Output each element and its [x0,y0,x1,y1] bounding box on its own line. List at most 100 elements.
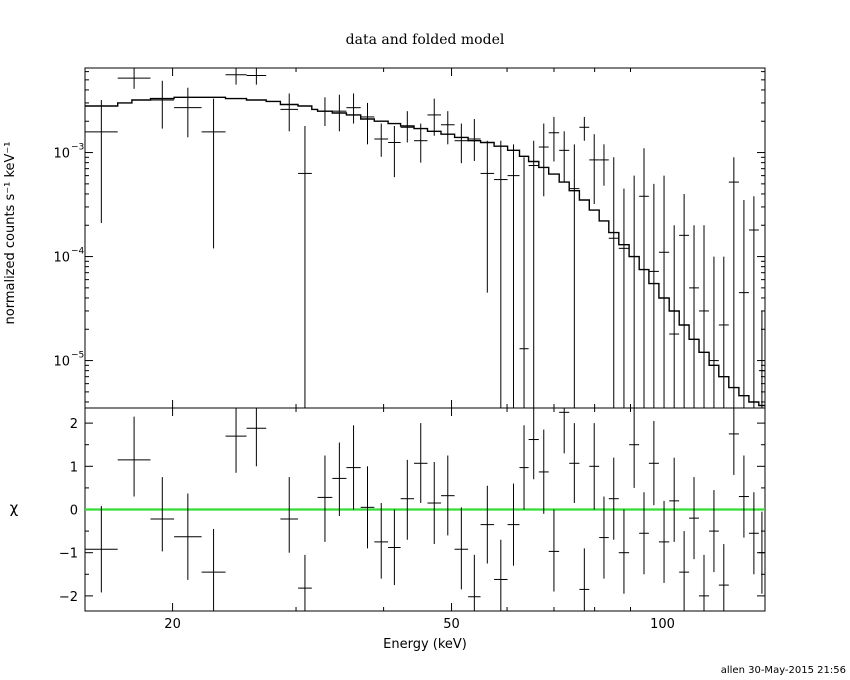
bottom-data-point [519,425,529,510]
top-data-point [689,225,699,408]
top-data-point [579,116,590,141]
x-tick-label: 100 [650,617,675,632]
top-data-point [117,68,151,89]
top-data-point [728,157,739,408]
bottom-data-point [538,429,549,514]
top-data-point [454,123,469,164]
bottom-data-point [201,528,226,611]
bottom-data-point [618,509,630,594]
top-data-point [174,87,202,138]
bottom-data-point [548,509,560,592]
top-data-point [698,225,710,408]
bottom-data-point [388,509,401,586]
bottom-data-point [648,420,659,506]
top-data-point [709,256,719,408]
top-data-point [414,123,428,163]
bottom-data-point [629,408,640,488]
footer-stamp: allen 30-May-2015 21:56 [721,665,846,676]
top-data-point [618,188,630,408]
model-step-line [85,96,765,407]
top-y-axis-label: normalized counts s⁻¹ keV⁻¹ [3,142,18,325]
top-y-tick-label: 10 [53,251,70,266]
bottom-data-point [246,408,267,467]
top-data-point [718,256,729,408]
bottom-data-point [698,554,710,611]
bottom-data-point [85,506,118,593]
bottom-data-point [414,423,428,504]
bottom-data-point [528,408,539,480]
x-tick-label: 50 [443,617,460,632]
top-data-point [658,175,670,408]
bottom-data-point [280,477,299,553]
top-data-point [85,100,118,224]
top-data-point [569,144,580,408]
top-data-point [648,183,659,408]
bottom-data-point [360,466,375,549]
top-data-point [374,123,389,157]
bottom-data-point [346,425,361,510]
top-data-point [494,140,508,408]
chart-title: data and folded model [346,32,505,48]
bottom-data-point [579,548,590,611]
bottom-data-point [758,511,765,594]
top-y-tick-exponent: −3 [71,143,84,153]
bottom-data-point [400,459,415,540]
bottom-data-point [494,539,508,611]
bottom-y-tick-label: −2 [59,590,78,605]
bottom-y-tick-label: 0 [70,504,78,519]
top-data-point [528,140,539,408]
bottom-data-point [441,455,455,536]
top-data-point [548,116,560,162]
bottom-data-point [507,483,520,566]
bottom-data-point [748,492,759,575]
bottom-y-tick-label: 1 [70,460,78,475]
bottom-data-point [569,423,580,504]
bottom-data-point [738,455,749,538]
top-data-point [679,193,690,408]
top-data-point [225,68,247,85]
top-data-point [507,144,520,408]
top-data-point [629,175,640,408]
top-data-point [738,199,749,408]
bottom-y-tick-label: 2 [70,417,78,432]
bottom-data-point [174,493,202,580]
top-data-point [388,126,401,178]
top-data-point [559,131,570,183]
bottom-data-point [718,544,729,611]
top-data-point [758,310,765,408]
top-data-point [480,140,495,293]
bottom-data-point [709,490,719,573]
top-data-point [360,102,375,145]
top-data-point [441,111,455,145]
top-data-point [589,134,600,205]
top-data-point [346,93,361,124]
bottom-data-point [669,457,680,542]
bottom-data-point [679,531,690,611]
bottom-data-point [150,477,175,552]
top-data-point [298,126,312,408]
bottom-y-tick-label: −1 [59,547,78,562]
top-data-point [669,225,680,408]
top-data-point [538,123,549,197]
bottom-data-point [374,503,389,579]
top-data-point [599,144,609,186]
top-data-point [150,80,175,129]
bottom-data-point [298,554,312,611]
bottom-data-point [639,492,649,575]
top-y-tick-label: 10 [53,147,70,162]
x-tick-label: 20 [164,617,181,632]
top-data-point [400,111,415,143]
bottom-data-point [589,423,600,510]
top-data-point [280,93,299,132]
bottom-data-point [658,500,670,583]
top-data-point [748,196,759,408]
bottom-data-point [225,408,247,473]
bottom-data-point [689,477,699,560]
top-data-point [246,68,267,85]
bottom-data-point [317,455,333,542]
bottom-data-point [332,442,347,516]
top-panel: normalized counts s⁻¹ keV⁻¹ 10−310−410−5 [3,67,766,409]
bottom-data-point [599,496,609,579]
bottom-data-point [427,461,442,545]
